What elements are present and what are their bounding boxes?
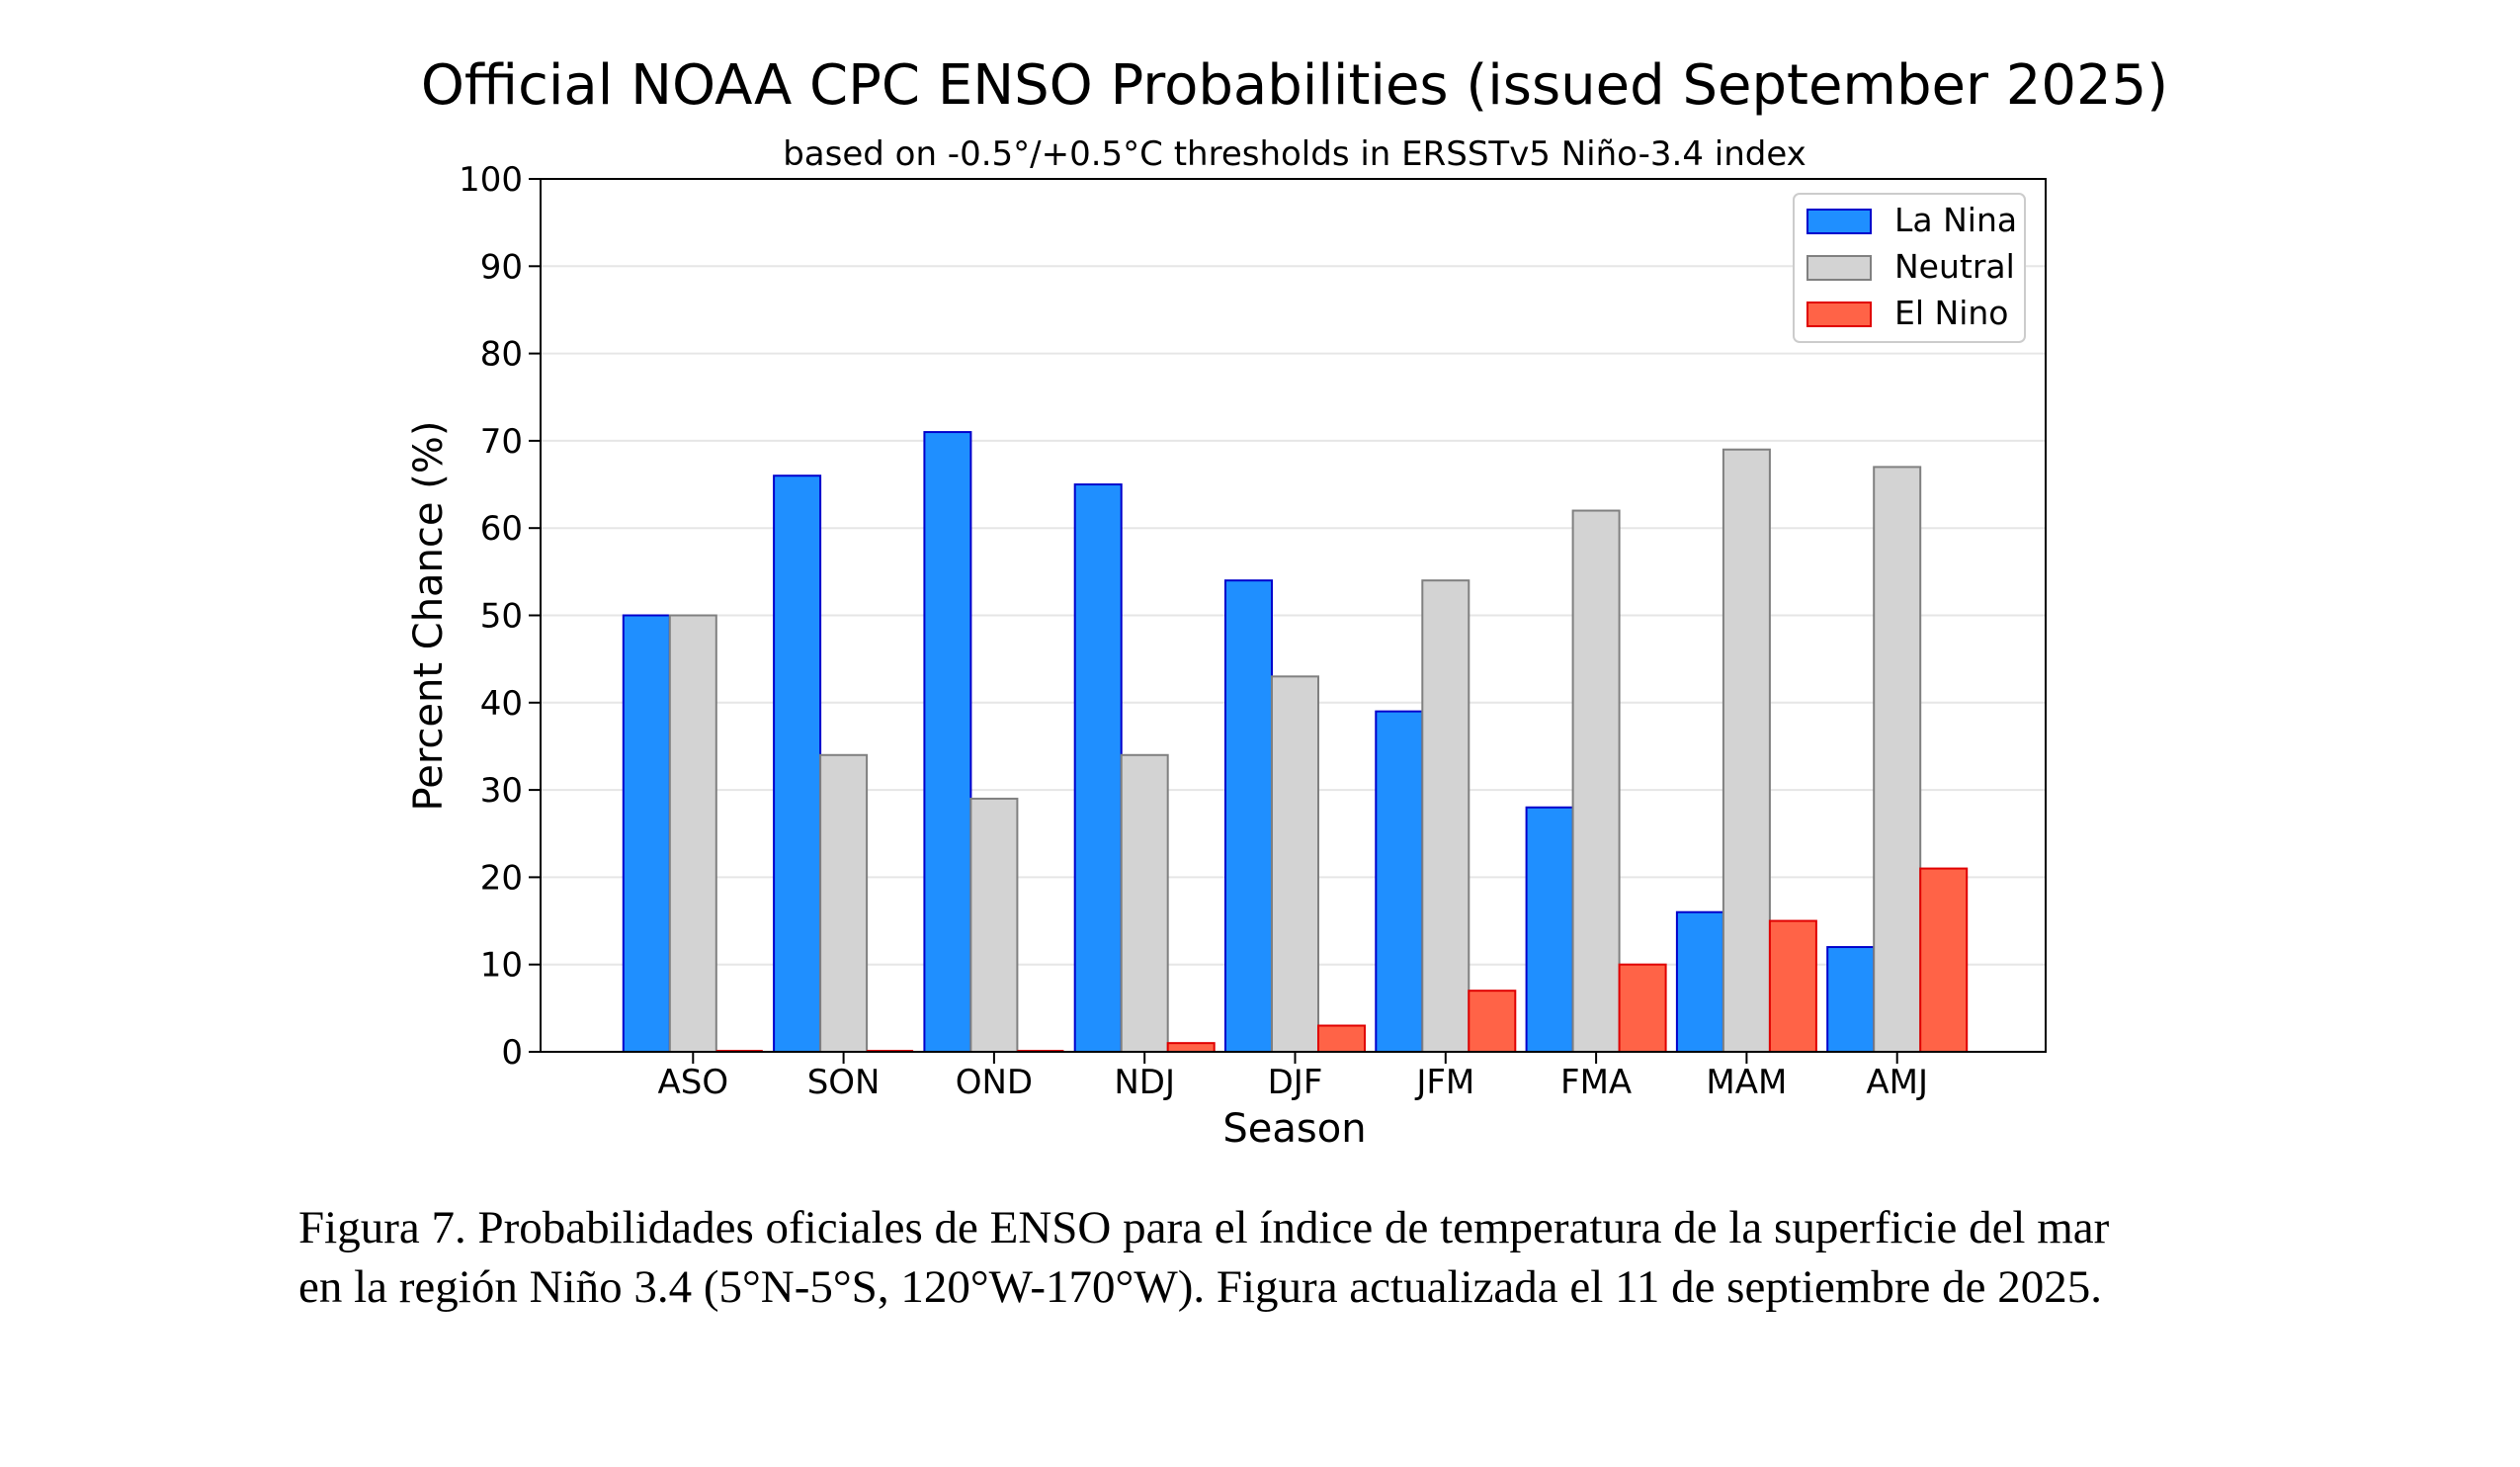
- y-tick-label: 40: [480, 684, 523, 724]
- legend-swatch-neutral: [1806, 255, 1872, 281]
- bar-neutral-ond: [969, 797, 1019, 1053]
- y-axis-ticks: 0 10 20 30 40 50 60 70 80 90 100: [459, 160, 541, 1073]
- enso-bar-chart: Official NOAA CPC ENSO Probabilities (is…: [406, 53, 2168, 1152]
- bar-la-nina-son: [773, 475, 822, 1054]
- bar-la-nina-ndj: [1073, 483, 1123, 1053]
- y-tick-label: 80: [480, 335, 523, 375]
- x-axis-label: Season: [1222, 1106, 1366, 1152]
- bar-neutral-mam: [1722, 448, 1771, 1054]
- enso-probability-figure: Official NOAA CPC ENSO Probabilities (is…: [406, 53, 2168, 1152]
- bar-neutral-aso: [668, 614, 717, 1053]
- y-tick-label: 100: [459, 160, 523, 200]
- legend-label: Neutral: [1894, 247, 2015, 286]
- x-tick-label: OND: [956, 1063, 1033, 1102]
- bar-neutral-jfm: [1421, 579, 1470, 1053]
- bar-la-nina-amj: [1826, 946, 1876, 1053]
- bar-neutral-amj: [1873, 466, 1922, 1053]
- y-tick-label: 90: [480, 247, 523, 287]
- legend-label: El Nino: [1894, 294, 2008, 332]
- bar-la-nina-jfm: [1375, 710, 1424, 1053]
- bar-el-nino-djf: [1317, 1024, 1366, 1054]
- x-tick-label: DJF: [1268, 1063, 1323, 1102]
- bar-neutral-son: [819, 753, 869, 1054]
- figure-caption: Figura 7. Probabilidades oficiales de EN…: [298, 1198, 2374, 1317]
- x-tick-label: JFM: [1414, 1063, 1474, 1102]
- legend-swatch-el-nino: [1806, 302, 1872, 327]
- chart-subtitle: based on -0.5°/+0.5°C thresholds in ERSS…: [783, 134, 1806, 174]
- bar-la-nina-mam: [1675, 910, 1724, 1053]
- bar-neutral-fma: [1571, 509, 1621, 1053]
- caption-line-1: Figura 7. Probabilidades oficiales de EN…: [298, 1202, 2110, 1253]
- x-axis-ticks: ASO SON OND NDJ DJF JFM FMA MAM AMJ: [657, 1052, 1928, 1102]
- chart-title: Official NOAA CPC ENSO Probabilities (is…: [421, 53, 2168, 118]
- y-tick-label: 0: [501, 1033, 523, 1073]
- x-tick-label: ASO: [657, 1063, 728, 1102]
- bar-la-nina-djf: [1224, 579, 1273, 1053]
- bars: [622, 431, 1969, 1054]
- caption-line-2: en la región Niño 3.4 (5°N-5°S, 120°W-17…: [298, 1261, 2102, 1313]
- y-tick-label: 50: [480, 597, 523, 637]
- x-tick-label: AMJ: [1866, 1063, 1928, 1102]
- bar-el-nino-ndj: [1166, 1042, 1216, 1054]
- bar-la-nina-ond: [923, 431, 972, 1053]
- x-tick-label: SON: [807, 1063, 881, 1102]
- y-tick-label: 70: [480, 422, 523, 462]
- x-tick-label: FMA: [1560, 1063, 1632, 1102]
- bar-el-nino-mam: [1768, 919, 1817, 1053]
- x-tick-label: NDJ: [1114, 1063, 1175, 1102]
- bar-la-nina-fma: [1525, 806, 1574, 1054]
- y-axis-label: Percent Chance (%): [406, 421, 452, 812]
- y-tick-label: 60: [480, 509, 523, 549]
- bar-neutral-ndj: [1120, 753, 1169, 1054]
- y-tick-label: 10: [480, 946, 523, 986]
- bar-el-nino-fma: [1618, 963, 1667, 1054]
- legend-swatch-la-nina: [1806, 209, 1872, 234]
- legend: La Nina Neutral El Nino: [1793, 193, 2026, 343]
- y-tick-label: 30: [480, 771, 523, 811]
- x-tick-label: MAM: [1706, 1063, 1787, 1102]
- bar-la-nina-aso: [622, 614, 671, 1053]
- y-tick-label: 20: [480, 858, 523, 898]
- bar-el-nino-jfm: [1468, 990, 1517, 1054]
- bar-el-nino-amj: [1919, 867, 1969, 1053]
- bar-neutral-djf: [1271, 675, 1319, 1053]
- legend-label: La Nina: [1894, 201, 2017, 239]
